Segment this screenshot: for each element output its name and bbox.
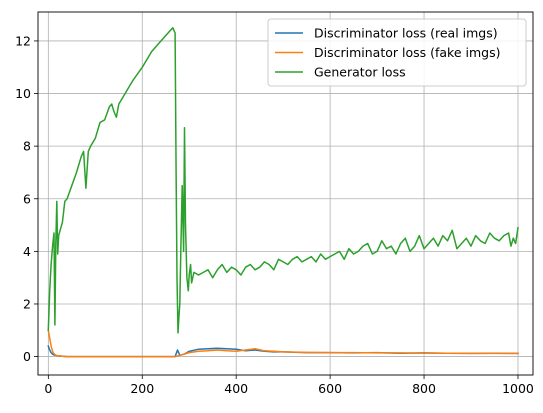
series-line-1 xyxy=(47,329,519,358)
y-tick-label: 12 xyxy=(15,33,31,48)
legend-label: Generator loss xyxy=(314,65,406,80)
x-tick-label: 1000 xyxy=(502,381,534,396)
x-tick-label: 0 xyxy=(44,381,52,396)
y-tick-label: 10 xyxy=(15,86,31,101)
legend-label: Discriminator loss (fake imgs) xyxy=(314,45,500,60)
y-axis-ticks: 0 2 4 6 8 10 12 xyxy=(15,33,38,364)
y-tick-label: 0 xyxy=(23,349,31,364)
y-tick-label: 4 xyxy=(23,244,31,259)
y-tick-label: 2 xyxy=(23,296,31,311)
x-axis-ticks: 0 200 400 600 800 1000 xyxy=(44,375,534,396)
legend-label: Discriminator loss (real imgs) xyxy=(314,26,498,41)
x-tick-label: 800 xyxy=(412,381,436,396)
x-tick-label: 200 xyxy=(130,381,154,396)
y-tick-label: 6 xyxy=(23,191,31,206)
legend-box xyxy=(267,18,527,87)
legend-entries: Discriminator loss (real imgs) Discrimina… xyxy=(275,26,500,80)
series-lines xyxy=(47,27,519,358)
x-tick-label: 600 xyxy=(318,381,342,396)
series-line-2 xyxy=(47,27,519,334)
axes-frame xyxy=(37,11,534,376)
x-tick-label: 400 xyxy=(224,381,248,396)
y-tick-label: 8 xyxy=(23,139,31,154)
legend: Discriminator loss (real imgs) Discrimina… xyxy=(267,18,527,87)
